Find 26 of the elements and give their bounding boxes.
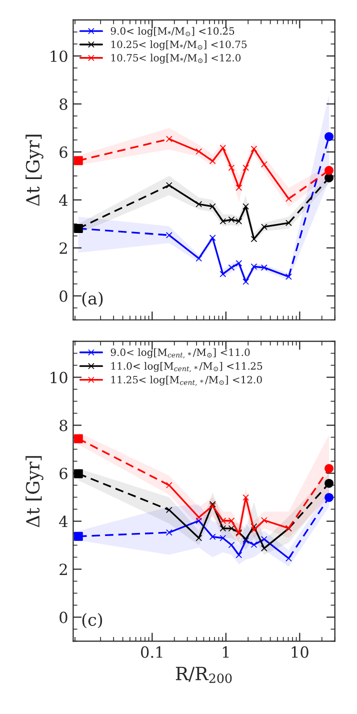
legend-label: 11.25< log[M$_{cent,*}$/M$_{⊙}$] <12.0 [111,376,262,386]
x-tick-label: 1 [222,646,229,658]
y-tick-label: 2 [60,242,67,254]
y-tick-label: 6 [60,468,68,480]
x-tick-label: 0.1 [141,646,162,658]
legend-label: 11.0< log[M$_{cent,*}$/M$_{⊙}$] <11.25 [111,362,262,372]
y-tick-label: 6 [60,146,68,158]
legend-label: 10.25< log[M$_{*}$/M$_{⊙}$] <10.75 [111,40,247,50]
annotation: (c) [82,613,102,628]
legend-label: 9.0< log[M$_{*}$/M$_{⊙}$] <10.25 [110,26,234,37]
annotation: (a) [82,292,103,308]
y-tick-label: 0 [60,290,68,302]
y-tick-label: 0 [60,612,68,624]
x-tick-label: 10 [292,646,308,658]
y-tick-label: 4 [59,516,68,528]
legend-label: 10.75< log[M$_{*}$/M$_{⊙}$] <12.0 [111,54,241,64]
y-tick-label: 10 [50,50,68,62]
y-tick-label: 4 [59,194,68,206]
y-tick-label: 10 [50,372,68,384]
x-axis-title: R/R$_{200}$ [176,666,232,684]
y-tick-label: 2 [60,564,67,576]
y-tick-label: 8 [60,420,68,432]
y-axis-title: Δt [Gyr] [26,134,44,206]
y-tick-label: 8 [60,98,68,110]
y-axis-title: Δt [Gyr] [26,456,44,528]
legend-label: 9.0< log[M$_{cent,*}$/M$_{⊙}$] <11.0 [110,348,250,358]
